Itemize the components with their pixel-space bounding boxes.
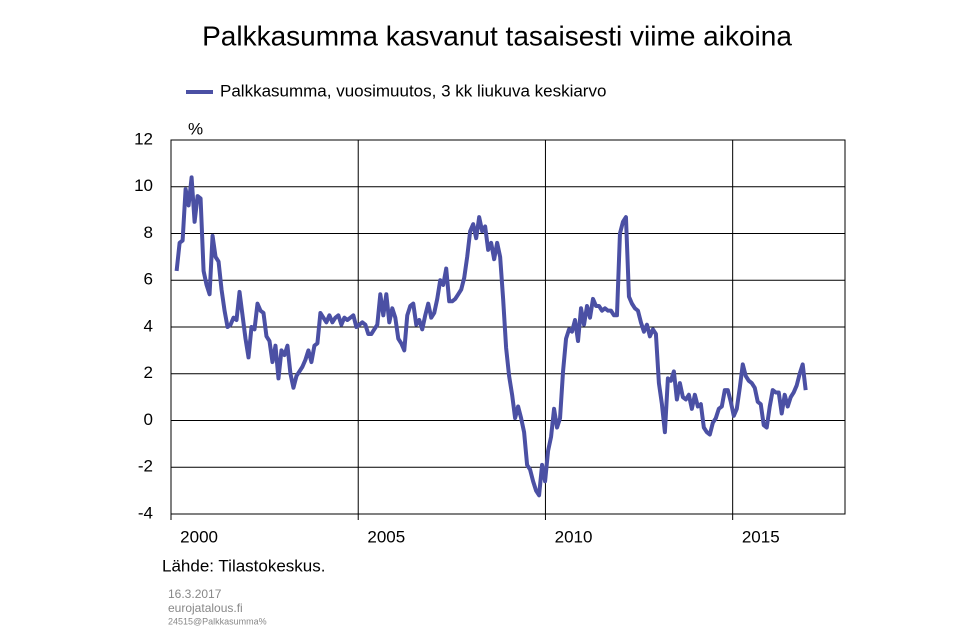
y-tick-label: 8 <box>144 223 153 242</box>
x-tick-label: 2000 <box>180 527 218 546</box>
y-tick-label: 2 <box>144 363 153 382</box>
y-tick-label: 4 <box>144 316 153 335</box>
legend-label: Palkkasumma, vuosimuutos, 3 kk liukuva k… <box>220 81 606 100</box>
footnote: eurojatalous.fi <box>168 601 243 615</box>
y-tick-label: 6 <box>144 270 153 289</box>
footnote: 24515@Palkkasumma% <box>168 616 267 626</box>
x-tick-label: 2010 <box>555 527 593 546</box>
y-tick-label: 10 <box>134 176 153 195</box>
y-tick-label: 12 <box>134 129 153 148</box>
chart-title: Palkkasumma kasvanut tasaisesti viime ai… <box>202 20 792 51</box>
plot-frame <box>170 139 846 515</box>
footnote: 16.3.2017 <box>168 587 222 601</box>
x-tick-label: 2005 <box>367 527 405 546</box>
y-unit: % <box>188 119 203 138</box>
y-tick-label: -4 <box>138 503 153 522</box>
x-tick-label: 2015 <box>742 527 780 546</box>
data-line <box>174 175 808 498</box>
source: Lähde: Tilastokeskus. <box>162 556 325 575</box>
y-tick-label: -2 <box>138 457 153 476</box>
y-tick-label: 0 <box>144 410 153 429</box>
